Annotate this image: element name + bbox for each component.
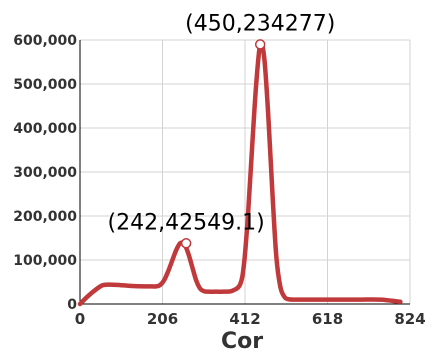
- x-tick-label: 0: [75, 310, 85, 328]
- y-tick-label: 400,000: [13, 121, 77, 137]
- x-tick-label: 206: [147, 310, 178, 328]
- y-tick-label: 100,000: [13, 253, 77, 269]
- grid: [80, 39, 411, 304]
- x-axis-title: Cor: [221, 329, 263, 354]
- x-tick-label: 618: [312, 310, 343, 328]
- peak-marker: [254, 39, 266, 50]
- y-tick-label: 200,000: [13, 209, 77, 225]
- series-line-0: [77, 40, 403, 307]
- peak-annotation-label: (242,42549.1): [108, 210, 265, 235]
- y-tick-label: 300,000: [13, 165, 77, 181]
- axes: [79, 40, 410, 305]
- x-axis-ticks: 0 206 412 618 824: [75, 310, 426, 328]
- x-tick-label: 412: [229, 310, 260, 328]
- series: [77, 40, 403, 307]
- y-tick-label: 0: [67, 297, 77, 313]
- y-axis-ticks: 0 100,000 200,000 300,000 400,000 500,000 600,…: [13, 33, 77, 313]
- peak-annotation-label: (450,234277): [185, 11, 335, 36]
- x-tick-label: 824: [394, 310, 425, 328]
- y-tick-label: 600,000: [13, 33, 77, 49]
- peak-marker: [180, 238, 192, 249]
- y-tick-label: 500,000: [13, 77, 77, 93]
- annotations: (242,42549.1) (450,234277): [108, 11, 335, 249]
